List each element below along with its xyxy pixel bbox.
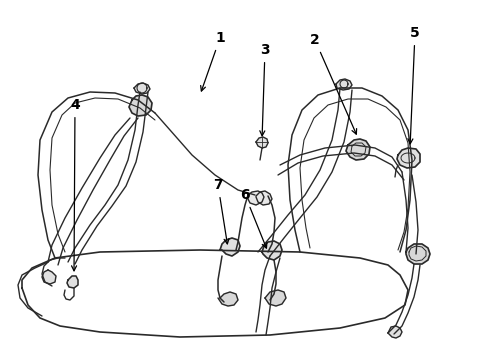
Polygon shape xyxy=(218,292,238,306)
Polygon shape xyxy=(264,290,285,306)
Text: 6: 6 xyxy=(240,188,266,248)
Polygon shape xyxy=(396,148,419,168)
Text: 1: 1 xyxy=(200,31,224,91)
Text: 7: 7 xyxy=(213,178,228,244)
Polygon shape xyxy=(256,137,267,148)
Polygon shape xyxy=(129,95,152,116)
Polygon shape xyxy=(405,244,429,264)
Text: 4: 4 xyxy=(70,98,80,271)
Text: 3: 3 xyxy=(259,43,269,136)
Polygon shape xyxy=(262,241,282,260)
Polygon shape xyxy=(220,238,240,256)
Text: 2: 2 xyxy=(309,33,356,134)
Polygon shape xyxy=(346,139,369,160)
Polygon shape xyxy=(335,79,351,90)
Polygon shape xyxy=(67,276,78,288)
Polygon shape xyxy=(256,191,271,205)
Polygon shape xyxy=(134,83,150,94)
Polygon shape xyxy=(247,191,264,205)
Polygon shape xyxy=(387,326,401,338)
Polygon shape xyxy=(42,270,56,284)
Text: 5: 5 xyxy=(407,26,419,144)
